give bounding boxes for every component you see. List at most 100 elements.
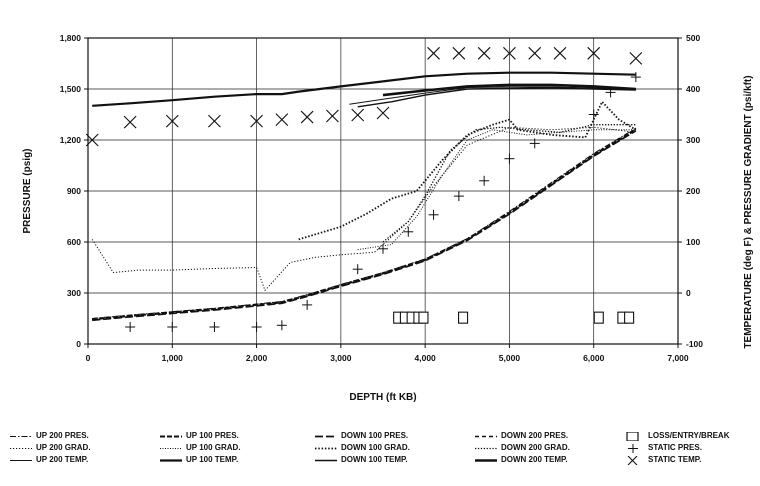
y-tick-label: 1,800 <box>60 33 82 43</box>
marker-static-temp <box>528 46 542 60</box>
y2-tick-label: 200 <box>686 186 700 196</box>
legend-swatch <box>160 448 182 449</box>
y2-tick-label: 0 <box>686 288 691 298</box>
legend-label: DOWN 200 GRAD. <box>501 443 570 452</box>
marker-static-temp <box>165 114 179 128</box>
x-tick-label: 0 <box>86 353 91 363</box>
marker-static-temp <box>629 52 643 65</box>
y2-tick-label: -100 <box>686 339 703 349</box>
y2-tick-label: 400 <box>686 84 700 94</box>
legend-label: UP 100 GRAD. <box>186 443 241 452</box>
series-line-up-100-temp <box>92 71 636 107</box>
marker-static-temp <box>85 133 99 147</box>
y-axis-label: PRESSURE (psig) <box>22 148 33 233</box>
y-tick-label: 1,500 <box>60 84 82 94</box>
y2-tick-label: 500 <box>686 33 700 43</box>
marker-loss-entry-break <box>593 311 604 324</box>
legend-swatch <box>475 435 497 438</box>
x-tick-label: 6,000 <box>583 353 605 363</box>
legend-label: UP 100 PRES. <box>186 431 239 440</box>
legend-label: UP 200 PRES. <box>36 431 89 440</box>
series-line-up-200-grad <box>91 126 636 291</box>
y-tick-label: 600 <box>67 237 81 247</box>
legend-swatch <box>475 459 497 462</box>
y-tick-label: 300 <box>67 288 81 298</box>
x-tick-label: 4,000 <box>415 353 437 363</box>
marker-static-pres <box>302 299 313 310</box>
legend-label: STATIC PRES. <box>648 443 702 452</box>
marker-loss-entry-break <box>458 311 469 324</box>
x-axis-label: DEPTH (ft KB) <box>349 392 416 403</box>
y-axis-ticks: 0 300 600 900 1,200 1,500 1,800 <box>60 33 88 349</box>
legend-label: DOWN 100 PRES. <box>341 431 409 440</box>
marker-static-temp <box>326 109 339 123</box>
legend-label: STATIC TEMP. <box>648 455 702 464</box>
legend-swatch <box>10 435 32 438</box>
marker-static-pres <box>588 109 599 120</box>
marker-static-temp <box>452 46 466 60</box>
marker-static-temp <box>553 46 567 60</box>
marker-static-pres <box>504 153 515 164</box>
series-line-up-100-pres <box>92 128 637 321</box>
marker-static-pres <box>453 191 464 202</box>
legend-swatch <box>315 435 337 438</box>
series-line-down-100-grad <box>298 100 637 241</box>
series-line-down-200-temp <box>382 83 636 97</box>
marker-static-temp <box>123 115 137 129</box>
marker-static-temp <box>300 110 314 124</box>
marker-static-temp <box>250 114 263 128</box>
x-tick-label: 7,000 <box>667 353 689 363</box>
legend-swatch <box>626 432 639 441</box>
y-tick-label: 0 <box>76 339 81 349</box>
marker-static-pres <box>378 243 388 254</box>
legend-swatch <box>315 447 337 450</box>
series-line-down-200-pres <box>92 128 637 320</box>
chart-area: 0 1,000 2,000 3,000 4,000 5,000 6,000 7,000 0 30… <box>22 33 754 403</box>
x-axis-ticks: 0 1,000 2,000 3,000 4,000 5,000 6,000 7,000 <box>86 344 689 363</box>
legend: UP 200 PRES. UP 100 PRES. DOWN 100 PRES. DO… <box>8 430 760 484</box>
series-line-up-100-grad <box>357 129 636 251</box>
y2-axis-ticks: -100 0 100 200 300 400 500 <box>678 33 703 349</box>
marker-static-temp <box>208 114 221 128</box>
grid <box>88 38 678 344</box>
legend-swatch <box>315 459 337 462</box>
legend-label: DOWN 100 TEMP. <box>341 455 408 464</box>
x-tick-label: 3,000 <box>330 353 352 363</box>
marker-static-temp <box>477 46 491 60</box>
legend-swatch <box>160 459 182 462</box>
marker-static-pres <box>209 322 220 332</box>
marker-static-pres <box>630 72 641 83</box>
legend-swatch <box>10 460 32 461</box>
series-line-up-200-pres <box>92 127 637 320</box>
marker-static-pres <box>167 322 178 332</box>
marker-static-pres <box>276 320 287 331</box>
x-tick-label: 1,000 <box>162 353 184 363</box>
series-lines <box>91 71 637 322</box>
y2-tick-label: 300 <box>686 135 700 145</box>
marker-static-temp <box>376 106 390 120</box>
marker-static-pres <box>251 322 262 332</box>
legend-swatch <box>160 435 182 438</box>
series-line-up-200-temp <box>349 86 636 105</box>
marker-static-pres <box>352 264 363 275</box>
marker-loss-entry-break <box>418 311 429 324</box>
series-line-down-100-temp <box>357 87 636 108</box>
y-tick-label: 1,200 <box>60 135 82 145</box>
marker-loss-entry-break <box>624 311 635 324</box>
marker-static-temp <box>351 108 365 122</box>
y-tick-label: 900 <box>67 186 81 196</box>
y2-tick-label: 100 <box>686 237 700 247</box>
marker-static-pres <box>125 322 136 332</box>
marker-static-pres <box>428 209 439 220</box>
marker-static-temp <box>503 46 516 60</box>
marker-static-pres <box>529 138 540 149</box>
series-line-down-100-pres <box>92 129 637 322</box>
marker-static-pres <box>479 175 490 186</box>
legend-label: DOWN 200 PRES. <box>501 431 569 440</box>
x-tick-label: 5,000 <box>499 353 521 363</box>
series-markers <box>85 46 643 332</box>
legend-swatch <box>475 447 497 450</box>
legend-swatch <box>628 444 638 453</box>
marker-static-temp <box>427 46 440 60</box>
legend-label: UP 100 TEMP. <box>186 455 239 464</box>
